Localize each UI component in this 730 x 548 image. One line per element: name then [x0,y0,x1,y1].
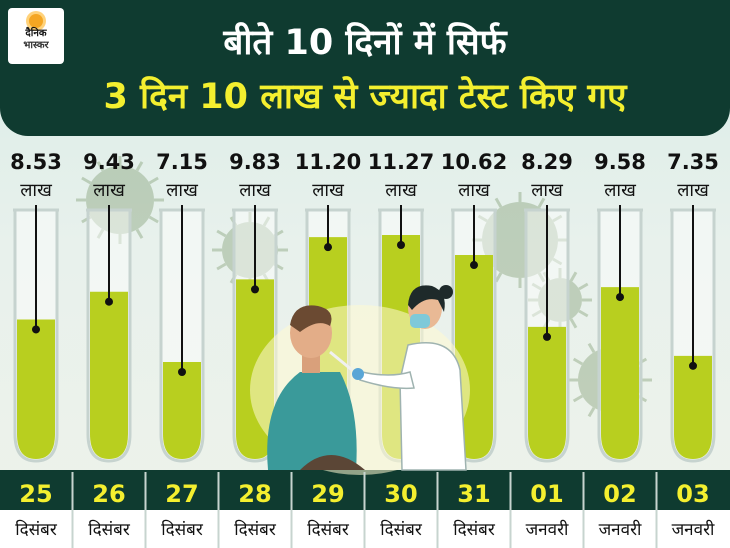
sun-icon [29,14,43,28]
month-label: दिसंबर [88,519,131,540]
unit-label: लाख [93,180,125,201]
tube-fill-bar [90,291,128,459]
month-label: दिसंबर [380,519,423,540]
unit-label: लाख [385,180,417,201]
month-label: जनवरी [526,519,569,540]
month-label: दिसंबर [307,519,350,540]
day-label: 28 [238,480,271,508]
day-label: 29 [311,480,344,508]
day-label: 03 [676,480,709,508]
doctor-patient-illustration [250,285,470,475]
unit-label: लाख [531,180,563,201]
unit-label: लाख [312,180,344,201]
tube-fill-bar [17,319,55,459]
patient-figure [267,305,365,470]
header-banner: दैनिक भास्कर बीते 10 दिनों में सिर्फ 3 द… [0,0,730,136]
title-line-1: बीते 10 दिनों में सिर्फ [223,23,507,63]
pointer-dot [105,297,113,306]
brand-logo: दैनिक भास्कर [8,8,64,64]
tube-fill-bar [528,326,566,459]
day-label: 02 [603,480,636,508]
value-label: 11.20 [295,150,361,174]
unit-label: लाख [604,180,636,201]
month-label: दिसंबर [453,519,496,540]
month-label: दिसंबर [161,519,204,540]
pointer-dot [251,285,259,294]
pointer-dot [397,241,405,249]
value-label: 8.29 [521,150,573,174]
value-label: 9.58 [594,150,646,174]
pointer-dot [324,243,332,252]
pointer-dot [689,361,697,370]
test-tube [86,205,132,463]
unit-label: लाख [458,180,490,201]
title-line-2: 3 दिन 10 लाख से ज्यादा टेस्ट किए गए [103,77,627,117]
day-label: 31 [457,480,490,508]
day-label: 01 [530,480,563,508]
test-tube [670,205,716,463]
unit-label: लाख [677,180,709,201]
pointer-dot [470,261,478,270]
unit-label: लाख [239,180,271,201]
test-tube [524,205,570,463]
test-tube [159,205,205,463]
unit-label: लाख [166,180,198,201]
month-label: दिसंबर [15,519,58,540]
value-label: 7.15 [156,150,208,174]
test-tube [13,205,59,463]
day-label: 30 [384,480,417,508]
pointer-dot [616,293,624,302]
test-tube [597,205,643,463]
month-label: दिसंबर [234,519,277,540]
day-label: 25 [19,480,52,508]
pointer-dot [32,325,40,334]
pointer-dot [543,332,551,341]
virus-icon [528,268,592,332]
value-label: 11.27 [368,150,434,174]
day-label: 26 [92,480,125,508]
value-label: 8.53 [10,150,62,174]
pointer-dot [178,368,186,376]
value-label: 7.35 [667,150,719,174]
tube-fill-bar [163,362,201,459]
doctor-figure [329,285,467,471]
month-label: जनवरी [599,519,642,540]
tube-fill-bar [674,355,712,459]
value-label: 9.43 [83,150,135,174]
x-axis-labels: 25 दिसंबर 26 दिसंबर 27 दिसंबर 28 दिसंबर 29 दिसंबर… [15,472,715,548]
value-label: 9.83 [229,150,281,174]
day-label: 27 [165,480,198,508]
value-labels: 8.53 लाख 9.43 लाख 7.15 लाख 9.83 लाख 11.20 लाख 11.2… [10,150,719,201]
logo-text-line1: दैनिक [25,28,47,39]
tube-fill-bar [601,287,639,459]
month-label: जनवरी [672,519,715,540]
value-label: 10.62 [441,150,507,174]
logo-text-line2: भास्कर [23,40,49,51]
virus-icon [76,156,164,244]
unit-label: लाख [20,180,52,201]
